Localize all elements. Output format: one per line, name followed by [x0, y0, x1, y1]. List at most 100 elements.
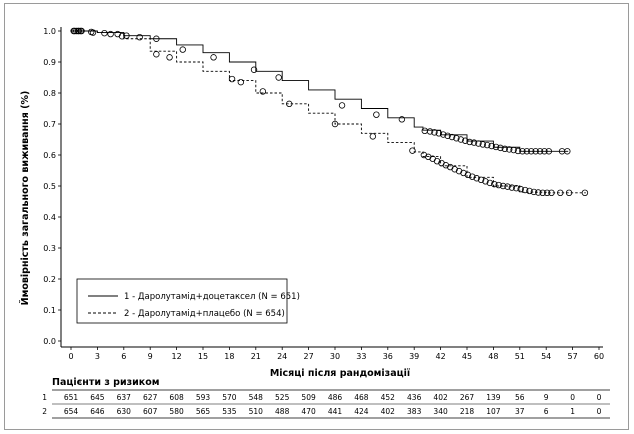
risk-cell: 580: [169, 407, 184, 416]
x-tick-label: 6: [121, 352, 126, 361]
censor-mark: [78, 27, 85, 35]
censor-mark: [491, 180, 498, 188]
censor-mark: [526, 187, 533, 195]
risk-cell: 340: [433, 407, 448, 416]
y-axis-label: Ймовірність загального виживання (%): [19, 91, 31, 306]
censor-mark: [548, 189, 555, 197]
censor-mark: [426, 128, 434, 135]
censor-mark: [409, 147, 416, 154]
censor-mark: [506, 146, 513, 153]
series-group: [70, 27, 589, 197]
censor-mark: [440, 131, 447, 138]
y-tick-label: 0.0: [43, 337, 56, 346]
figure-frame: [4, 3, 629, 430]
risk-cell: 654: [64, 407, 79, 416]
y-tick-label: 0.6: [43, 151, 56, 160]
risk-row-label-2: 2: [42, 407, 47, 416]
risk-cell: 509: [301, 393, 316, 402]
x-tick-label: 15: [198, 352, 208, 361]
risk-cell: 402: [433, 393, 448, 402]
risk-cell: 510: [249, 407, 264, 416]
x-tick-label: 57: [568, 352, 578, 361]
risk-cell: 0: [570, 393, 575, 402]
risk-cell: 424: [354, 407, 369, 416]
legend: 1 - Даролутамід+доцетаксел (N = 651) 2 -…: [76, 278, 300, 324]
censor-mark: [541, 148, 548, 155]
risk-cell: 402: [381, 407, 396, 416]
y-tick-label: 1.0: [43, 27, 56, 36]
censor-mark: [565, 189, 573, 197]
censor-mark: [338, 102, 346, 109]
y-tick-label: 0.5: [43, 182, 56, 191]
censor-mark: [457, 136, 465, 143]
risk-cell: 470: [301, 407, 316, 416]
censor-mark: [530, 188, 538, 196]
risk-cell: 486: [328, 393, 343, 402]
risk-cell: 441: [328, 407, 343, 416]
x-tick-label: 42: [436, 352, 446, 361]
x-tick-label: 33: [356, 352, 366, 361]
y-tick-label: 0.7: [43, 120, 56, 129]
risk-cell: 565: [196, 407, 211, 416]
censor-mark: [581, 189, 589, 197]
x-tick-label: 48: [488, 352, 498, 361]
censor-mark: [398, 116, 406, 123]
y-tick-label: 0.4: [43, 213, 56, 222]
risk-cell: 525: [275, 393, 290, 402]
censor-mark: [532, 148, 539, 155]
censor-mark: [488, 142, 495, 150]
risk-cell: 570: [222, 393, 237, 402]
x-tick-label: 39: [409, 352, 419, 361]
censor-mark: [74, 27, 82, 35]
x-tick-label: 3: [95, 352, 100, 361]
risk-cell: 0: [597, 407, 602, 416]
risk-cell: 383: [407, 407, 422, 416]
censor-mark: [497, 144, 504, 152]
risk-cell: 548: [249, 393, 264, 402]
censor-mark: [451, 166, 458, 173]
censor-mark: [543, 189, 551, 197]
x-tick-label: 0: [68, 352, 73, 361]
risk-cell: 637: [117, 393, 132, 402]
censor-mark: [71, 27, 78, 35]
censor-mark: [521, 186, 529, 194]
censor-mark: [460, 169, 467, 177]
y-tick-label: 0.1: [43, 306, 56, 315]
x-tick-label: 51: [515, 352, 525, 361]
risk-cell: 37: [515, 407, 525, 416]
censor-mark: [462, 137, 469, 144]
censor-mark: [421, 127, 428, 135]
y-tick-label: 0.3: [43, 244, 56, 253]
censor-mark: [513, 184, 520, 192]
x-tick-label: 21: [251, 352, 261, 361]
censor-mark: [228, 75, 236, 83]
censor-mark: [475, 140, 482, 147]
censor-mark: [545, 148, 553, 155]
x-tick-label: 27: [304, 352, 314, 361]
risk-cell: 218: [460, 407, 475, 416]
censor-mark: [517, 185, 524, 193]
censor-mark: [510, 146, 517, 154]
risk-table: Пацієнти з ризиком 1 2 651 645 637 627 608 59…: [42, 377, 610, 419]
censor-mark: [479, 141, 487, 148]
x-tick-label: 45: [462, 352, 472, 361]
series-2: [71, 27, 589, 197]
risk-cell: 56: [515, 393, 525, 402]
risk-cell: 267: [460, 393, 475, 402]
censor-mark: [373, 111, 380, 118]
censor-mark: [528, 148, 535, 155]
censor-mark: [492, 143, 500, 151]
censor-mark: [369, 133, 377, 140]
y-tick-label: 0.2: [43, 275, 56, 284]
y-tick-label: 0.8: [43, 89, 56, 98]
censor-mark: [486, 179, 494, 187]
censor-mark: [470, 139, 478, 146]
censor-mark: [453, 135, 460, 142]
x-tick-label: 30: [330, 352, 340, 361]
censor-mark: [448, 133, 456, 141]
censor-mark: [420, 151, 428, 159]
censor-mark: [557, 189, 564, 197]
censor-mark: [444, 132, 451, 139]
risk-cell: 488: [275, 407, 290, 416]
